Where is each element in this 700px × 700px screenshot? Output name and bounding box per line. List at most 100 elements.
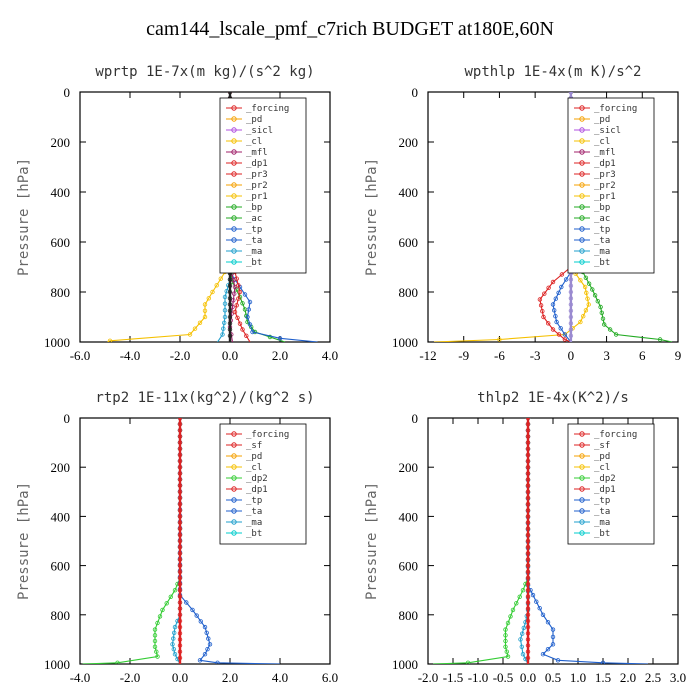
series-marker bbox=[583, 308, 589, 313]
series-marker bbox=[155, 654, 160, 659]
series-marker bbox=[525, 643, 531, 648]
series-marker bbox=[177, 594, 183, 599]
series-marker bbox=[247, 299, 253, 305]
series-marker bbox=[207, 642, 213, 647]
series-marker bbox=[177, 618, 183, 624]
series-marker bbox=[177, 452, 183, 458]
series-marker bbox=[177, 520, 183, 525]
series-marker bbox=[537, 606, 542, 611]
x-tick-label: 9 bbox=[675, 348, 682, 363]
series-marker bbox=[514, 601, 519, 606]
series-marker bbox=[227, 289, 233, 295]
series-marker bbox=[177, 446, 183, 451]
series-marker bbox=[525, 538, 531, 544]
legend-marker bbox=[579, 215, 585, 221]
series-marker bbox=[177, 569, 183, 574]
y-tick-label: 400 bbox=[399, 509, 419, 524]
series-marker bbox=[177, 655, 183, 661]
series-marker bbox=[177, 588, 183, 593]
series-marker bbox=[520, 588, 526, 593]
y-tick-label: 800 bbox=[51, 608, 71, 623]
series-marker bbox=[537, 297, 543, 302]
series-marker bbox=[155, 620, 160, 626]
legend-label: _pr1 bbox=[594, 192, 616, 202]
series-marker bbox=[525, 465, 531, 470]
series-marker bbox=[525, 520, 531, 525]
legend-marker bbox=[579, 475, 585, 481]
series-marker bbox=[519, 644, 524, 649]
series-marker bbox=[550, 279, 556, 285]
series-marker bbox=[160, 607, 165, 613]
series-marker bbox=[244, 333, 249, 338]
series-marker bbox=[562, 337, 568, 342]
series-marker bbox=[554, 319, 559, 325]
panel-2: wpthlp 1E-4x(m K)/s^2 Pressure [hPa] 0 200 4… bbox=[364, 64, 681, 363]
series-marker bbox=[540, 309, 545, 314]
series-marker bbox=[107, 338, 113, 342]
series-marker bbox=[177, 421, 183, 427]
series-marker bbox=[525, 477, 531, 482]
series-marker bbox=[177, 483, 183, 488]
legend-label: _ta bbox=[246, 507, 262, 517]
series-marker bbox=[581, 314, 586, 319]
series-marker bbox=[231, 298, 236, 303]
legend: _forcing_sf_pd_cl_dp2_dp1_tp_ta_ma_bt bbox=[567, 423, 655, 545]
series-marker bbox=[177, 428, 183, 433]
series-marker bbox=[568, 327, 574, 332]
series-marker bbox=[171, 647, 176, 652]
legend-marker bbox=[231, 497, 237, 503]
series-marker bbox=[152, 627, 158, 632]
series-marker bbox=[505, 654, 511, 659]
y-tick-label: 800 bbox=[399, 608, 419, 623]
legend-marker bbox=[231, 160, 237, 166]
legend-marker bbox=[579, 149, 585, 155]
legend-marker bbox=[231, 442, 237, 448]
series-marker bbox=[525, 495, 531, 501]
series-marker bbox=[584, 290, 589, 295]
series-line-tp bbox=[527, 418, 649, 664]
series-marker bbox=[520, 652, 526, 657]
legend-label: _ta bbox=[594, 507, 610, 517]
y-axis-label: Pressure [hPa] bbox=[364, 158, 380, 276]
x-tick-label: 6 bbox=[639, 348, 646, 363]
legend-label: _tp bbox=[594, 225, 610, 235]
legend-label: _dp2 bbox=[594, 474, 616, 484]
series-marker bbox=[177, 508, 183, 513]
legend-label: _pd bbox=[594, 452, 610, 462]
legend-marker bbox=[579, 486, 585, 492]
series-marker bbox=[595, 299, 600, 304]
legend-marker bbox=[579, 248, 585, 254]
legend-marker bbox=[231, 182, 237, 188]
series-marker bbox=[177, 418, 183, 421]
legend-label: _dp1 bbox=[594, 485, 616, 495]
x-tick-label: 6.0 bbox=[322, 670, 338, 685]
series-marker bbox=[227, 277, 233, 282]
legend-box bbox=[219, 423, 307, 545]
series-marker bbox=[583, 275, 589, 280]
series-line-dp1 bbox=[432, 418, 529, 664]
x-tick-label: 0.0 bbox=[520, 670, 536, 685]
series-marker bbox=[586, 281, 592, 286]
series-marker bbox=[227, 308, 233, 313]
series-marker bbox=[245, 314, 250, 320]
series-marker bbox=[232, 309, 238, 315]
series-marker bbox=[177, 643, 183, 648]
y-tick-label: 0 bbox=[412, 85, 419, 100]
series-marker bbox=[530, 592, 536, 598]
legend-label: _forcing bbox=[246, 104, 289, 114]
series-marker bbox=[177, 477, 183, 482]
series-marker bbox=[578, 278, 583, 283]
series-marker bbox=[202, 652, 208, 657]
series-marker bbox=[525, 581, 531, 587]
x-tick-label: -0.5 bbox=[493, 670, 514, 685]
series-marker bbox=[550, 634, 556, 640]
legend-marker bbox=[231, 215, 237, 221]
series-marker bbox=[170, 642, 175, 647]
series-marker bbox=[525, 483, 531, 488]
series-marker bbox=[240, 301, 245, 306]
series-marker bbox=[550, 327, 556, 332]
series-marker bbox=[221, 326, 226, 331]
series-marker bbox=[277, 336, 283, 341]
legend-label: _pd bbox=[246, 452, 262, 462]
legend-box bbox=[567, 423, 655, 545]
